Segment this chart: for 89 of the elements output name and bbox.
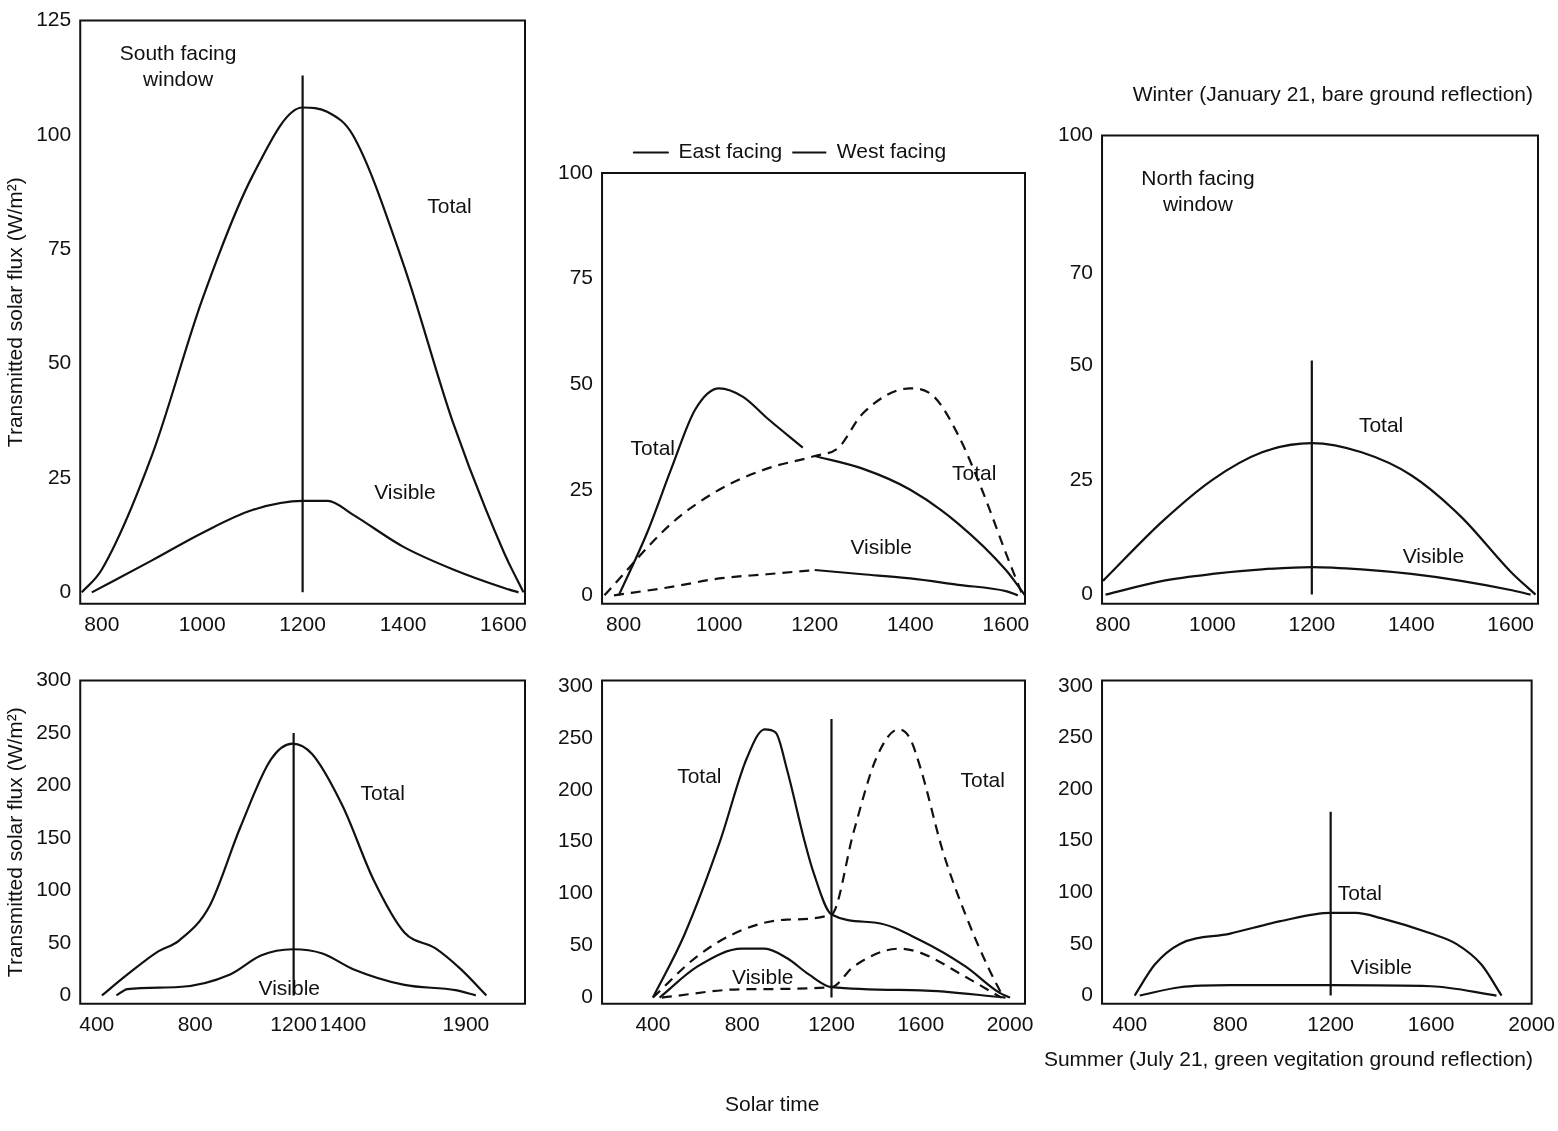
- annotation: Total: [427, 194, 472, 218]
- annotation: Total: [952, 461, 997, 485]
- y-tick-label: 250: [1057, 724, 1094, 748]
- y-tick-label: 50: [569, 370, 594, 394]
- annotation: Visible: [1350, 955, 1413, 979]
- x-tick-label: 1200: [279, 612, 326, 636]
- x-tick-label: 1200: [1288, 612, 1336, 636]
- annotation: Total: [1337, 880, 1382, 904]
- x-tick-label: 400: [1112, 1012, 1148, 1036]
- chart-title: Winter (January 21, bare ground reflection): [1132, 82, 1533, 106]
- x-tick-label: 1000: [695, 612, 743, 636]
- annotation: Visible: [732, 964, 794, 988]
- x-tick-label: 2000: [986, 1012, 1034, 1036]
- y-tick-label: 0: [59, 982, 72, 1006]
- x-tick-label: 1400: [379, 612, 427, 636]
- y-tick-label: 75: [569, 265, 594, 289]
- y-tick-label: 25: [47, 464, 72, 488]
- y-tick-label: 0: [581, 582, 594, 606]
- annotation: Total: [960, 767, 1005, 791]
- annotation: Visible: [374, 479, 436, 503]
- x-tick-label: 1600: [982, 612, 1030, 636]
- y-tick-label: 200: [1057, 775, 1094, 799]
- y-tick-label: 100: [557, 880, 594, 904]
- y-tick-label: 150: [1057, 827, 1094, 851]
- x-tick-label: 1200: [1307, 1012, 1355, 1036]
- y-tick-label: 100: [1057, 122, 1094, 146]
- y-tick-label: 0: [581, 984, 594, 1008]
- y-tick-label: 75: [47, 236, 72, 260]
- x-tick-label: 1400: [886, 612, 934, 636]
- legend-label: East facing: [678, 139, 783, 163]
- y-tick-label: 100: [36, 121, 72, 145]
- y-tick-label: 150: [36, 824, 72, 848]
- x-tick-label: 400: [79, 1012, 115, 1036]
- y-tick-label: 250: [557, 724, 594, 748]
- x-tick-label: 1200: [808, 1012, 855, 1036]
- y-tick-label: 50: [47, 929, 72, 953]
- x-tick-label: 1900: [442, 1012, 490, 1036]
- x-tick-label: 1400: [319, 1012, 367, 1036]
- annotation: Total: [677, 764, 722, 788]
- annotation: Visible: [1402, 543, 1465, 567]
- annotation: Visible: [850, 534, 912, 558]
- y-tick-label: 0: [59, 579, 72, 603]
- x-tick-label: 1600: [1407, 1012, 1455, 1036]
- y-tick-label: 50: [1069, 351, 1094, 375]
- y-tick-label: 125: [36, 7, 72, 31]
- legend-label: West facing: [836, 139, 947, 163]
- text: Summer (July 21, green vegitation ground reflection): [1043, 1047, 1533, 1071]
- annotation: Total: [360, 780, 405, 804]
- annotation: Total: [630, 435, 675, 459]
- y-tick-label: 25: [569, 476, 594, 500]
- x-tick-label: 2000: [1508, 1012, 1555, 1036]
- y-tick-label: 150: [557, 828, 594, 852]
- y-tick-label: 0: [1081, 581, 1094, 605]
- x-tick-label: 1000: [1189, 612, 1236, 636]
- y-tick-label: 50: [569, 932, 594, 956]
- annotation: Total: [1358, 412, 1404, 436]
- y-tick-label: 100: [557, 159, 594, 183]
- y-tick-label: 200: [36, 772, 72, 796]
- y-tick-label: 300: [557, 672, 594, 696]
- x-tick-label: 800: [84, 612, 120, 636]
- x-tick-label: 1200: [791, 612, 839, 636]
- x-tick-label: 1200: [270, 1012, 317, 1036]
- y-axis-title: Transmitted solar flux (W/m²): [3, 707, 27, 978]
- y-tick-label: 25: [1069, 466, 1094, 490]
- x-tick-label: 1000: [178, 612, 226, 636]
- x-tick-label: 400: [635, 1012, 671, 1036]
- y-tick-label: 300: [36, 667, 72, 691]
- x-tick-label: 800: [1095, 612, 1131, 636]
- y-tick-label: 50: [1069, 930, 1094, 954]
- x-tick-label: 800: [1212, 1012, 1248, 1036]
- x-tick-label: 1600: [897, 1012, 945, 1036]
- x-tick-label: 1600: [1487, 612, 1535, 636]
- annotation: North facing window: [1141, 165, 1255, 215]
- annotation: South facing window: [119, 41, 237, 91]
- y-tick-label: 300: [1057, 672, 1094, 696]
- x-tick-label: 1600: [480, 612, 527, 636]
- x-tick-label: 800: [606, 612, 642, 636]
- x-axis-title: Solar time: [725, 1092, 820, 1116]
- y-tick-label: 0: [1081, 982, 1094, 1006]
- y-tick-label: 200: [557, 776, 594, 800]
- y-tick-label: 100: [36, 877, 72, 901]
- x-tick-label: 800: [724, 1012, 760, 1036]
- y-axis-title: Transmitted solar flux (W/m²): [3, 177, 27, 448]
- x-tick-label: 1400: [1387, 612, 1435, 636]
- y-tick-label: 250: [36, 719, 72, 743]
- y-tick-label: 50: [47, 350, 72, 374]
- y-tick-label: 70: [1069, 260, 1094, 284]
- x-tick-label: 800: [177, 1012, 213, 1036]
- y-tick-label: 100: [1057, 879, 1094, 903]
